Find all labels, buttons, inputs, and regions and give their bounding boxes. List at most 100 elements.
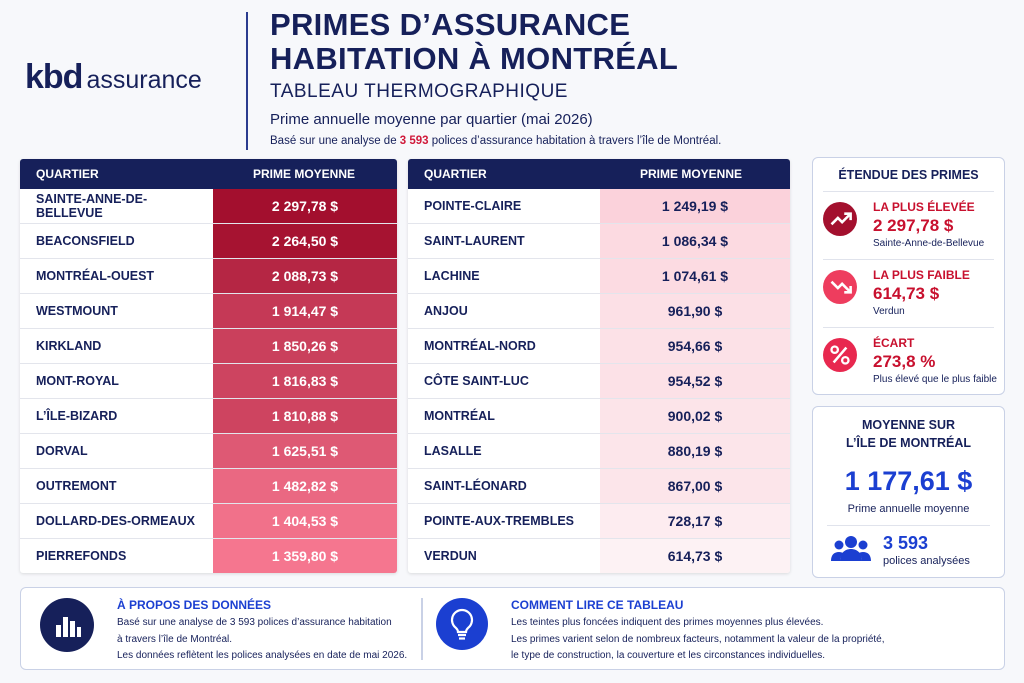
people-icon (831, 536, 871, 561)
district-cell: L’ÎLE-BIZARD (36, 409, 118, 423)
range-value: 614,73 $ (873, 284, 940, 303)
table-row: WESTMOUNT 1 914,47 $ (20, 293, 397, 328)
range-icon (823, 202, 857, 236)
card-title: ÉTENDUE DES PRIMES (838, 168, 979, 182)
district-cell: DOLLARD-DES-ORMEAUX (36, 514, 196, 528)
premium-cell: 1 074,61 $ (600, 259, 790, 293)
range-item: LA PLUS FAIBLE 614,73 $ Verdun (813, 260, 1004, 328)
premium-cell: 954,52 $ (600, 364, 790, 398)
range-item: ÉCART 273,8 % Plus élevé que le plus faibl… (813, 328, 1004, 396)
table-row: CÔTE SAINT-LUC 954,52 $ (408, 363, 790, 398)
range-value: 273,8 % (873, 352, 936, 371)
footer-line: à travers l’île de Montréal. (117, 633, 233, 645)
table-row: POINTE-AUX-TREMBLES 728,17 $ (408, 503, 790, 538)
range-item: LA PLUS ÉLEVÉE 2 297,78 $ Sainte-Anne-de-B… (813, 192, 1004, 260)
footer-line: le type de construction, la couverture e… (511, 650, 826, 661)
range-value: 2 297,78 $ (873, 216, 954, 235)
table-row: LACHINE 1 074,61 $ (408, 258, 790, 293)
separator (823, 327, 994, 328)
title: PRIMES D’ASSURANCE HABITATION À MONTRÉAL (270, 8, 678, 76)
district-cell: LASALLE (424, 444, 482, 458)
column-header: PRIME MOYENNE (640, 167, 743, 181)
premium-cell: 1 404,53 $ (213, 504, 397, 538)
range-card: ÉTENDUE DES PRIMES LA PLUS ÉLEVÉE 2 297,7… (812, 157, 1005, 395)
table-row: BEACONSFIELD 2 264,50 $ (20, 223, 397, 258)
premium-cell: 1 850,26 $ (213, 329, 397, 363)
premium-cell: 1 625,51 $ (213, 434, 397, 468)
range-sub: Sainte-Anne-de-Bellevue (873, 238, 985, 249)
district-cell: SAINT-LÉONARD (424, 479, 527, 493)
district-cell: BEACONSFIELD (36, 234, 135, 248)
district-cell: POINTE-CLAIRE (424, 199, 522, 213)
count-value: 3 593 (883, 533, 929, 553)
footer-text: Basé sur une analyse de 3 593 polices d’… (117, 615, 407, 665)
logo-word: assurance (86, 66, 202, 94)
district-cell: ANJOU (424, 304, 468, 318)
range-icon (823, 270, 857, 304)
premium-cell: 867,00 $ (600, 469, 790, 503)
footer-heading: COMMENT LIRE CE TABLEAU (511, 598, 684, 612)
description: Prime annuelle moyenne par quartier (mai… (270, 111, 593, 128)
premium-cell: 2 088,73 $ (213, 259, 397, 293)
table-row: OUTREMONT 1 482,82 $ (20, 468, 397, 503)
note: Basé sur une analyse de 3 593 polices d’… (270, 135, 721, 147)
premium-cell: 1 359,80 $ (213, 539, 397, 573)
footer-line: Les primes varient selon de nombreux fac… (511, 633, 885, 645)
table-header: QUARTIER PRIME MOYENNE (20, 159, 397, 189)
chart-icon (40, 598, 94, 652)
note-text: Basé sur une analyse de (270, 135, 397, 147)
district-cell: VERDUN (424, 549, 477, 563)
premium-cell: 1 816,83 $ (213, 364, 397, 398)
table-row: LASALLE 880,19 $ (408, 433, 790, 468)
district-cell: MONT-ROYAL (36, 374, 119, 388)
divider (246, 12, 248, 150)
table-header: QUARTIER PRIME MOYENNE (408, 159, 790, 189)
district-cell: SAINTE-ANNE-DE-BELLEVUE (36, 192, 148, 220)
premium-cell: 954,66 $ (600, 329, 790, 363)
district-cell: MONTRÉAL-NORD (424, 339, 536, 353)
table-row: DOLLARD-DES-ORMEAUX 1 404,53 $ (20, 503, 397, 538)
title-line: HABITATION À MONTRÉAL (270, 41, 679, 76)
card-title: MOYENNE SUR L’ÎLE DE MONTRÉAL (813, 416, 1004, 452)
table-row: KIRKLAND 1 850,26 $ (20, 328, 397, 363)
logo: kbd assurance (25, 58, 202, 97)
premium-cell: 880,19 $ (600, 434, 790, 468)
range-sub: Plus élevé que le plus faible (873, 374, 997, 385)
range-icon (823, 338, 857, 372)
district-cell: POINTE-AUX-TREMBLES (424, 514, 574, 528)
district-cell: OUTREMONT (36, 479, 117, 493)
district-cell: WESTMOUNT (36, 304, 118, 318)
premium-cell: 1 914,47 $ (213, 294, 397, 328)
table-row: MONTRÉAL 900,02 $ (408, 398, 790, 433)
logo-brand: kbd (25, 58, 83, 96)
range-label: LA PLUS FAIBLE (873, 268, 970, 282)
premium-cell: 1 086,34 $ (600, 224, 790, 258)
footer: À PROPOS DES DONNÉES Basé sur une analys… (20, 587, 1005, 670)
average-card: MOYENNE SUR L’ÎLE DE MONTRÉAL 1 177,61 $… (812, 406, 1005, 578)
divider (421, 598, 423, 660)
premium-cell: 2 297,78 $ (213, 189, 397, 223)
district-cell: KIRKLAND (36, 339, 102, 353)
bulb-icon (436, 598, 488, 650)
card-title-line: MOYENNE SUR (861, 418, 956, 432)
range-label: LA PLUS ÉLEVÉE (873, 200, 975, 214)
column-header: PRIME MOYENNE (253, 167, 356, 181)
table: QUARTIER PRIME MOYENNE POINTE-CLAIRE 1 249,… (408, 159, 790, 573)
separator (823, 259, 994, 260)
note-text: polices d’assurance habitation à travers… (431, 135, 722, 147)
table-row: MONTRÉAL-NORD 954,66 $ (408, 328, 790, 363)
table-row: PIERREFONDS 1 359,80 $ (20, 538, 397, 573)
column-header: QUARTIER (424, 167, 487, 181)
footer-line: Basé sur une analyse de 3 593 polices d’… (117, 617, 392, 628)
table-row: MONTRÉAL-OUEST 2 088,73 $ (20, 258, 397, 293)
premium-cell: 614,73 $ (600, 539, 790, 573)
premium-cell: 1 249,19 $ (600, 189, 790, 223)
table-row: POINTE-CLAIRE 1 249,19 $ (408, 189, 790, 223)
table-row: DORVAL 1 625,51 $ (20, 433, 397, 468)
average-caption: Prime annuelle moyenne (847, 503, 970, 515)
table-row: L’ÎLE-BIZARD 1 810,88 $ (20, 398, 397, 433)
table-row: SAINTE-ANNE-DE-BELLEVUE 2 297,78 $ (20, 189, 397, 223)
premium-cell: 900,02 $ (600, 399, 790, 433)
